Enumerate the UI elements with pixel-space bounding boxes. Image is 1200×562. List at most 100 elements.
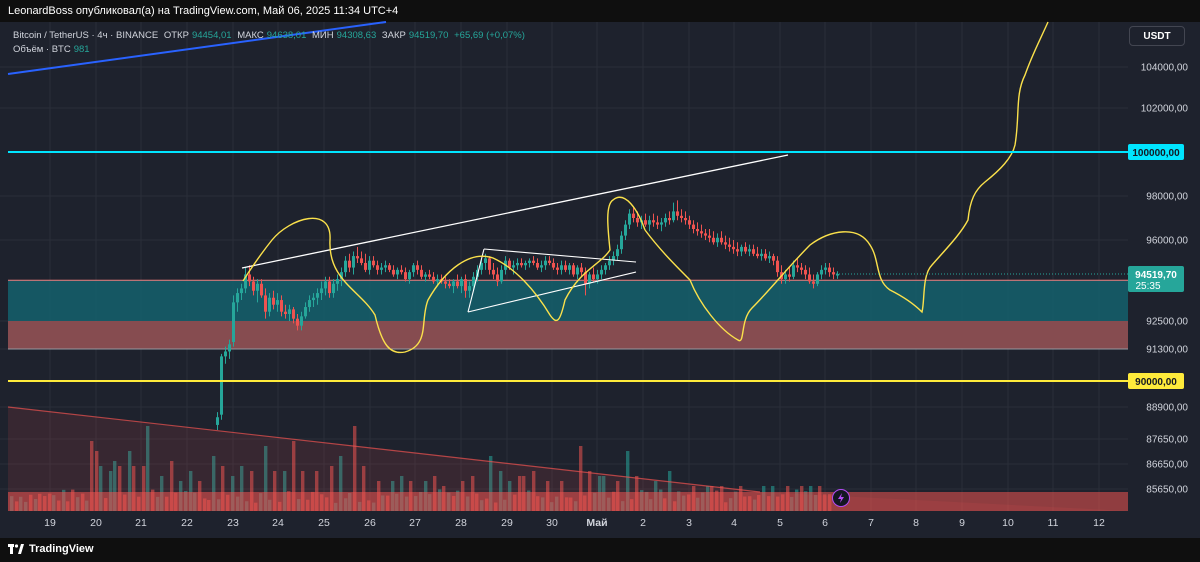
time-axis-background — [0, 511, 1200, 538]
y-tick-label-3: 96000,00 — [1146, 236, 1188, 247]
x-tick-label-3: 22 — [181, 517, 193, 529]
candle-body — [344, 260, 347, 273]
candle-body — [416, 265, 419, 270]
candle-body — [580, 267, 583, 273]
price-tag-value-2: 94519,70 — [1135, 270, 1177, 281]
y-tick-label-9: 85650,00 — [1146, 485, 1188, 496]
candle-body — [284, 311, 287, 315]
projection-path-right — [644, 21, 1049, 342]
candle-body — [716, 237, 719, 243]
candle-body — [456, 281, 459, 287]
candle-body — [468, 286, 471, 291]
candle-body — [232, 302, 235, 342]
candle-body — [636, 218, 639, 223]
candle-body — [668, 218, 671, 221]
x-tick-label-20: 9 — [959, 517, 965, 529]
volume-bar — [170, 461, 174, 511]
candle-body — [604, 265, 607, 270]
alert-button[interactable] — [832, 489, 850, 507]
candle-body — [764, 253, 767, 259]
volume-bar — [250, 471, 254, 511]
candle-body — [252, 281, 255, 291]
volume-bar — [189, 471, 193, 511]
price-zones — [8, 279, 1128, 350]
y-tick-label-8: 86650,00 — [1146, 460, 1188, 471]
price-tag-timer-2: 25:35 — [1135, 281, 1160, 292]
legend-high-value: 94638,01 — [266, 30, 307, 41]
candle-body — [244, 274, 247, 289]
tradingview-logo[interactable]: TradingView — [8, 543, 94, 555]
publish-info: LeonardBoss опубликовал(а) на TradingVie… — [8, 5, 399, 17]
candle-body — [608, 260, 611, 266]
candle-body — [300, 316, 303, 326]
candle-body — [616, 249, 619, 257]
candle-body — [752, 249, 755, 254]
x-tick-label-15: 4 — [731, 517, 737, 529]
volume-bar — [273, 471, 277, 511]
x-tick-label-1: 20 — [90, 517, 102, 529]
volume-bar — [588, 471, 592, 511]
candle-body — [452, 281, 455, 287]
candle-body — [660, 222, 663, 225]
volume-band — [8, 492, 1128, 511]
volume-bar — [339, 456, 343, 511]
volume-bar — [240, 466, 244, 511]
candle-body — [228, 344, 231, 352]
candle-body — [376, 265, 379, 270]
candle-body — [692, 224, 695, 229]
candle-body — [684, 218, 687, 221]
footer-bar: TradingView — [0, 538, 1200, 562]
candle-body — [596, 274, 599, 280]
volume-wedge — [8, 407, 1128, 511]
candle-body — [644, 220, 647, 225]
candle-body — [500, 269, 503, 282]
support-zone — [8, 280, 1128, 321]
chart-area[interactable]: 104000,00 102000,00 98000,00 96000,00 92500,… — [0, 0, 1200, 538]
candle-body — [224, 351, 227, 357]
candle-body — [688, 220, 691, 225]
candle-body — [564, 265, 567, 270]
x-tick-label-9: 28 — [455, 517, 467, 529]
volume-bar — [95, 451, 99, 511]
candle-body — [328, 281, 331, 294]
volume-bar — [362, 466, 366, 511]
y-tick-label-4: 92500,00 — [1146, 317, 1188, 328]
candle-body — [624, 224, 627, 236]
candle-body — [804, 269, 807, 275]
x-tick-label-0: 19 — [44, 517, 56, 529]
drawings — [7, 21, 1049, 354]
y-tick-label-5: 91300,00 — [1146, 345, 1188, 356]
candle-body — [836, 273, 839, 276]
y-tick-label-1: 102000,00 — [1141, 104, 1189, 115]
candle-body — [332, 283, 335, 294]
candle-body — [776, 260, 779, 273]
candle-body — [412, 265, 415, 273]
volume-bar — [118, 466, 122, 511]
x-tick-label-16: 5 — [777, 517, 783, 529]
volume-bar — [221, 466, 225, 511]
candle-body — [276, 300, 279, 305]
currency-button[interactable]: USDT — [1129, 26, 1185, 46]
x-tick-label-17: 6 — [822, 517, 828, 529]
volume-bar — [264, 446, 268, 511]
legend-low-value: 94308,63 — [336, 30, 377, 41]
price-tag-value-0: 100000,00 — [1132, 148, 1180, 159]
candle-body — [820, 269, 823, 275]
volume-bar — [99, 466, 103, 511]
candle-body — [784, 274, 787, 280]
candle-body — [460, 279, 463, 287]
volume-bar — [489, 456, 493, 511]
candle-body — [576, 267, 579, 275]
candle-body — [280, 300, 283, 312]
candle-body — [268, 297, 271, 312]
volume-bar — [668, 471, 672, 511]
legend-open-value: 94454,01 — [191, 30, 232, 41]
y-tick-label-2: 98000,00 — [1146, 192, 1188, 203]
candle-body — [568, 265, 571, 270]
candle-body — [620, 235, 623, 250]
candle-body — [744, 246, 747, 252]
candle-body — [292, 309, 295, 319]
candle-body — [340, 272, 343, 280]
candle-body — [404, 272, 407, 280]
